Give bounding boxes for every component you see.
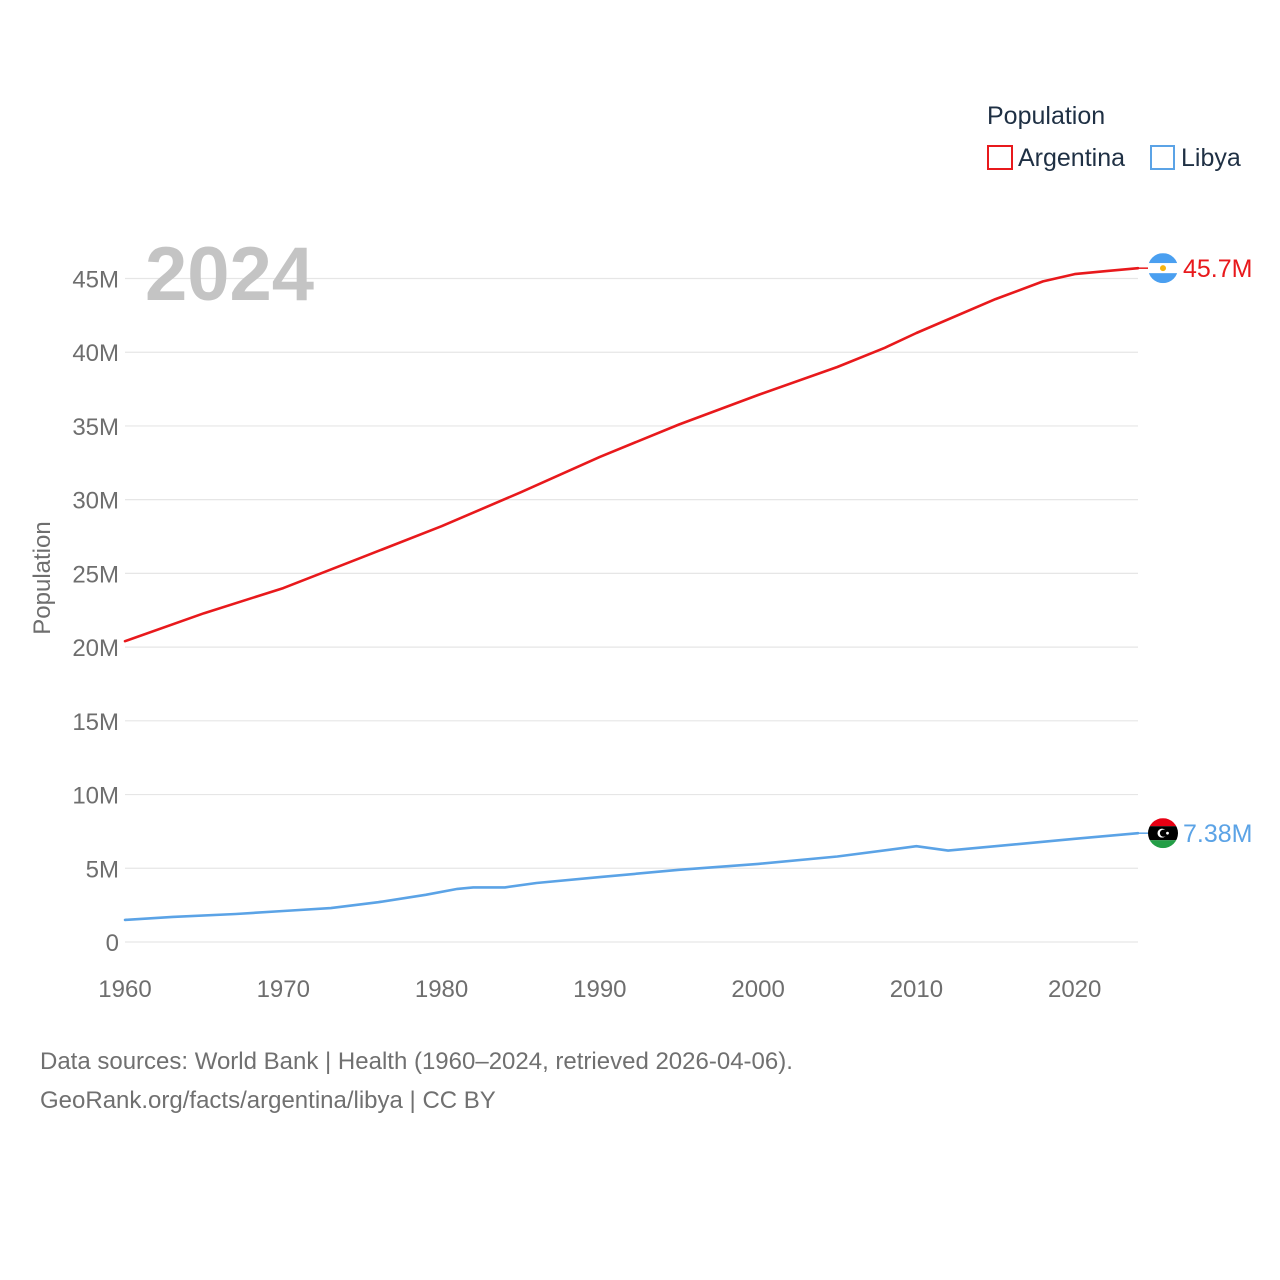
legend-label-libya: Libya bbox=[1181, 144, 1241, 172]
x-tick-label: 2010 bbox=[890, 976, 943, 1003]
year-label: 2024 bbox=[145, 232, 314, 317]
y-tick-label: 35M bbox=[72, 414, 119, 441]
argentina-flag-icon bbox=[1148, 253, 1178, 284]
footer-sources: Data sources: World Bank | Health (1960–… bbox=[40, 1048, 793, 1075]
y-tick-label: 25M bbox=[72, 561, 119, 588]
population-chart: 0 5M 10M 15M 20M 25M 30M 35M 40M 45M 1960 1970 1980… bbox=[29, 102, 1252, 1003]
x-tick-label: 1980 bbox=[415, 976, 468, 1003]
series-line-libya[interactable] bbox=[123, 831, 1140, 922]
x-tick-label: 2000 bbox=[731, 976, 784, 1003]
legend-label-argentina: Argentina bbox=[1018, 144, 1125, 172]
end-label-argentina: 45.7M bbox=[1183, 255, 1252, 283]
footer-link[interactable]: GeoRank.org/facts/argentina/libya | CC B… bbox=[40, 1087, 496, 1114]
y-tick-label: 20M bbox=[72, 635, 119, 662]
y-axis: 0 5M 10M 15M 20M 25M 30M 35M 40M 45M bbox=[72, 266, 119, 957]
legend-swatch-libya bbox=[1150, 145, 1175, 170]
legend-title: Population bbox=[987, 102, 1105, 130]
y-tick-label: 45M bbox=[72, 266, 119, 293]
y-tick-label: 5M bbox=[86, 856, 119, 883]
legend-item-libya[interactable]: Libya bbox=[1150, 144, 1241, 172]
end-label-libya: 7.38M bbox=[1183, 820, 1252, 848]
series-lines bbox=[123, 266, 1140, 922]
x-tick-label: 1990 bbox=[573, 976, 626, 1003]
legend-swatch-argentina bbox=[987, 145, 1013, 170]
y-tick-label: 15M bbox=[72, 709, 119, 736]
footer: Data sources: World Bank | Health (1960–… bbox=[40, 1042, 793, 1120]
grid-lines bbox=[125, 277, 1138, 943]
x-tick-label: 2020 bbox=[1048, 976, 1101, 1003]
y-tick-label: 30M bbox=[72, 488, 119, 515]
legend-item-argentina[interactable]: Argentina bbox=[987, 144, 1125, 172]
y-tick-label: 40M bbox=[72, 340, 119, 367]
legend[interactable]: Population Argentina Libya bbox=[987, 102, 1241, 172]
x-tick-label: 1970 bbox=[257, 976, 310, 1003]
series-line-argentina[interactable] bbox=[123, 266, 1140, 643]
libya-flag-icon bbox=[1148, 818, 1178, 849]
y-tick-label: 10M bbox=[72, 783, 119, 810]
x-tick-label: 1960 bbox=[98, 976, 151, 1003]
series-end-markers: 45.7M 7.38M bbox=[1138, 253, 1252, 849]
y-axis-title: Population bbox=[29, 521, 56, 634]
y-tick-label: 0 bbox=[106, 930, 119, 957]
x-axis: 1960 1970 1980 1990 2000 2010 2020 bbox=[98, 976, 1101, 1003]
